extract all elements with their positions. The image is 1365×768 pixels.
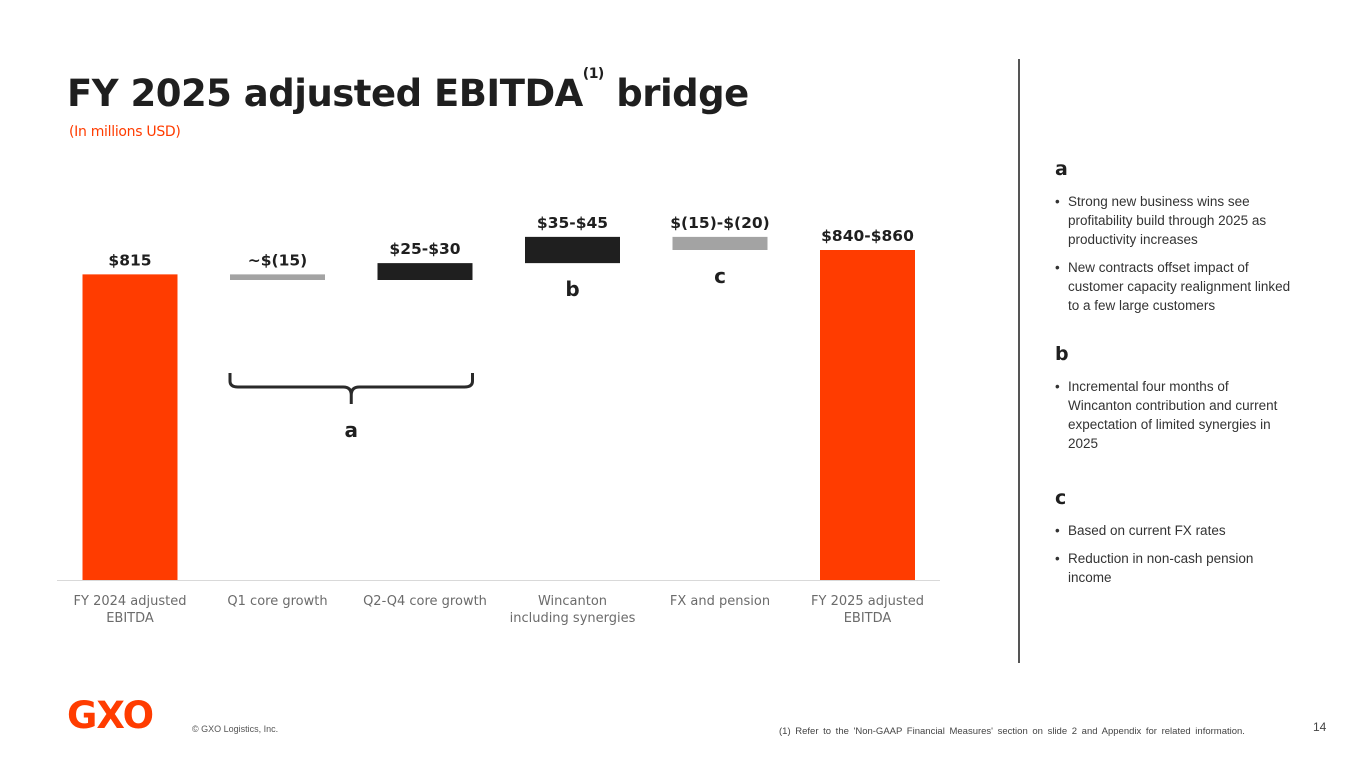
panel-bullets-c: Based on current FX rates Reduction in n… <box>1055 521 1295 587</box>
x-tick-label: EBITDA <box>844 611 892 626</box>
title-footnote-marker: (1) <box>582 66 605 82</box>
copyright-text: © GXO Logistics, Inc. <box>192 724 279 734</box>
panel-bullet: Based on current FX rates <box>1055 521 1295 540</box>
brace-annotation-a: a <box>345 418 359 442</box>
bar-decrease <box>672 236 768 250</box>
gxo-logo: GXO <box>67 694 154 737</box>
footnote-text: (1) Refer to the 'Non-GAAP Financial Mea… <box>779 726 1245 737</box>
x-tick-label: Wincanton <box>538 594 607 609</box>
x-tick-label: FY 2024 adjusted <box>74 594 187 609</box>
bar-value-label: $815 <box>108 251 151 269</box>
panel-bullet: New contracts offset impact of customer … <box>1055 258 1295 315</box>
bar-total <box>82 274 178 580</box>
bar-value-label: ~$(15) <box>248 251 308 269</box>
panel-section-a: a Strong new business wins see profitabi… <box>1055 158 1295 324</box>
panel-section-b: b Incremental four months of Wincanton c… <box>1055 343 1295 462</box>
panel-bullet: Reduction in non-cash pension income <box>1055 549 1295 587</box>
x-tick-label: Q1 core growth <box>227 594 327 609</box>
title-suffix: bridge <box>603 72 749 115</box>
panel-heading-b: b <box>1055 343 1069 365</box>
x-tick-label: including synergies <box>510 611 636 626</box>
bar-increase <box>377 263 473 280</box>
panel-bullet: Incremental four months of Wincanton con… <box>1055 377 1295 453</box>
bar-annotation-b: b <box>565 277 579 301</box>
panel-bullets-b: Incremental four months of Wincanton con… <box>1055 377 1295 453</box>
panel-heading-a: a <box>1055 158 1068 180</box>
page-title: FY 2025 adjusted EBITDA(1) bridge <box>67 66 749 115</box>
x-tick-label: FY 2025 adjusted <box>811 594 924 609</box>
panel-heading-c: c <box>1055 487 1067 509</box>
x-tick-label: FX and pension <box>670 594 770 609</box>
bar-decrease <box>230 274 325 280</box>
bar-value-label: $25-$30 <box>389 240 460 258</box>
bar-value-label: $35-$45 <box>537 214 608 232</box>
divider-line <box>1018 59 1020 663</box>
bar-annotation-c: c <box>714 264 726 288</box>
panel-bullet: Strong new business wins see profitabili… <box>1055 192 1295 249</box>
bar-value-label: $(15)-$(20) <box>670 214 769 232</box>
x-tick-label: Q2-Q4 core growth <box>363 594 487 609</box>
bar-total <box>820 250 915 580</box>
bar-increase <box>525 236 620 264</box>
page-subtitle: (In millions USD) <box>69 124 181 140</box>
panel-bullets-a: Strong new business wins see profitabili… <box>1055 192 1295 315</box>
waterfall-chart: $815 FY 2024 adjusted EBITDA ~$(15) Q1 core … <box>57 214 940 626</box>
title-text: FY 2025 adjusted EBITDA <box>67 72 583 115</box>
bar-value-label: $840-$860 <box>821 227 914 245</box>
x-tick-label: EBITDA <box>106 611 154 626</box>
panel-section-c: c Based on current FX rates Reduction in… <box>1055 487 1295 596</box>
brace-a <box>228 373 474 404</box>
page-number: 14 <box>1313 720 1327 734</box>
